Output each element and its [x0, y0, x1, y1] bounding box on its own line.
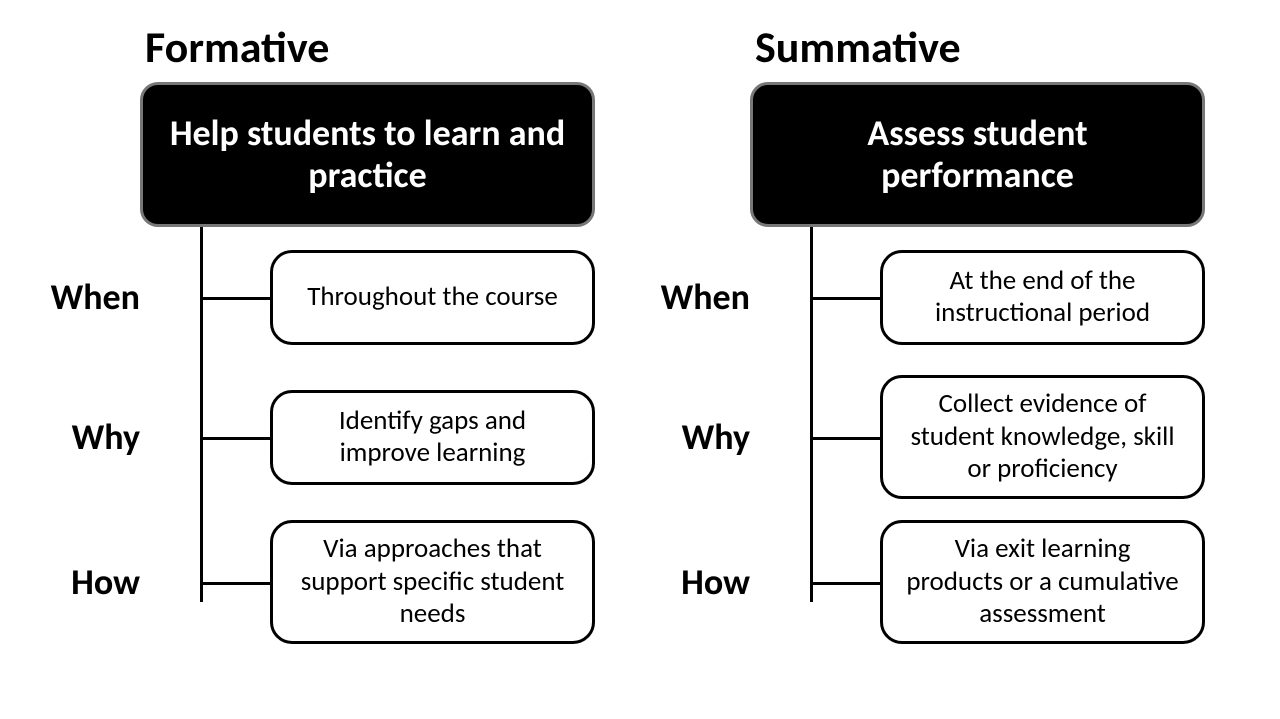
leaf-box: Via approaches that support specific stu…	[270, 520, 595, 643]
leaf-box: At the end of the instructional period	[880, 250, 1205, 345]
row-label: How	[681, 560, 750, 604]
leaf-box: Via exit learning products or a cumulati…	[880, 520, 1205, 643]
row-label: When	[51, 275, 140, 319]
column-formative: Formative Help students to learn and pra…	[50, 20, 640, 657]
leaf-box: Throughout the course	[270, 250, 595, 345]
row-summative-how: How Via exit learning products or a cumu…	[750, 507, 1205, 657]
row-formative-when: When Throughout the course	[140, 227, 595, 367]
diagram-canvas: Formative Help students to learn and pra…	[0, 0, 1280, 719]
row-label: Why	[72, 415, 140, 459]
column-title-formative: Formative	[145, 20, 640, 74]
column-summative: Summative Assess student performance Whe…	[660, 20, 1250, 657]
row-summative-when: When At the end of the instructional per…	[750, 227, 1205, 367]
header-box-formative: Help students to learn and practice	[140, 82, 595, 227]
leaf-box: Collect evidence of student knowledge, s…	[880, 375, 1205, 498]
row-summative-why: Why Collect evidence of student knowledg…	[750, 367, 1205, 507]
row-label: How	[71, 560, 140, 604]
tree-formative: When Throughout the course Why Identify …	[140, 227, 595, 657]
column-title-summative: Summative	[755, 20, 1250, 74]
row-label: When	[661, 275, 750, 319]
tree-summative: When At the end of the instructional per…	[750, 227, 1205, 657]
header-box-summative: Assess student performance	[750, 82, 1205, 227]
leaf-box: Identify gaps and improve learning	[270, 390, 595, 485]
row-label: Why	[682, 415, 750, 459]
row-formative-why: Why Identify gaps and improve learning	[140, 367, 595, 507]
row-formative-how: How Via approaches that support specific…	[140, 507, 595, 657]
